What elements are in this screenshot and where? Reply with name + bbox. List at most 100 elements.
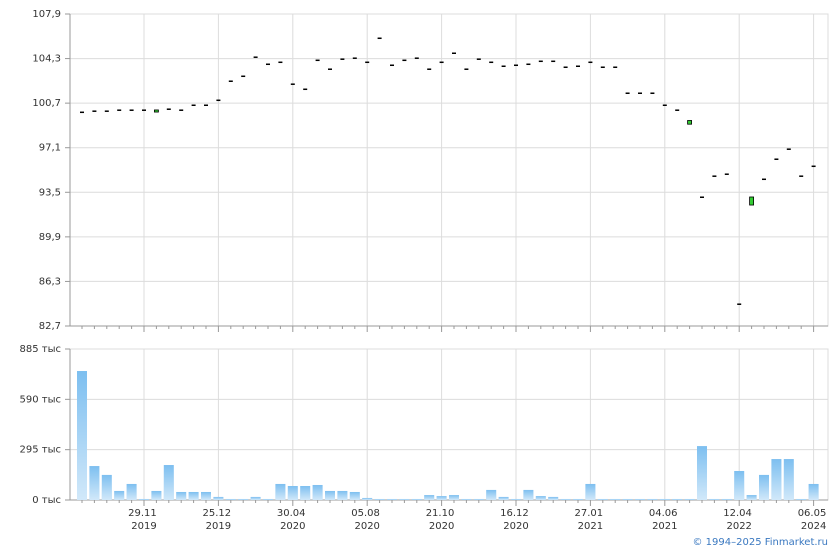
x-tick-label-line: 05.08 [351, 508, 383, 519]
x-tick-label-line: 2020 [280, 521, 305, 532]
candle [377, 37, 382, 40]
candle [786, 148, 791, 150]
bar-group [263, 498, 273, 500]
bar-shade [101, 474, 112, 500]
x-tick-label-line: 27.01 [574, 508, 606, 519]
x-tick-label-line: 2021 [578, 521, 603, 532]
bar-group [287, 486, 298, 500]
x-tick-label: 12.04 2022 [723, 508, 755, 532]
bar-group [585, 483, 596, 500]
bar-group [139, 498, 149, 500]
bar-shade [709, 498, 720, 500]
candle [340, 58, 345, 60]
x-tick-label-line: 29.11 [128, 508, 160, 519]
candle [253, 56, 258, 58]
bar-group [213, 496, 224, 500]
bar-group [759, 474, 769, 500]
candle [650, 92, 655, 94]
bar-group [238, 498, 249, 500]
bar-shade [213, 496, 224, 500]
candle [662, 104, 667, 106]
bar-shade [287, 486, 298, 500]
bar-group [808, 483, 819, 500]
candle [799, 175, 804, 177]
x-tick-label: 16.12 2020 [500, 508, 532, 532]
bar-group [659, 498, 670, 500]
bar-group [672, 498, 683, 500]
candle [92, 110, 97, 112]
bar-group [89, 466, 100, 500]
candle [476, 58, 481, 60]
bar-group [411, 498, 422, 500]
x-tick-label: 05.08 2020 [351, 508, 383, 532]
bar-shade [399, 498, 410, 500]
bar-shade [659, 498, 670, 500]
candle [216, 99, 221, 102]
bar-shade [473, 498, 484, 500]
candle [80, 111, 84, 114]
bar-group [163, 465, 174, 500]
bar-shade [325, 490, 335, 500]
bar-group [126, 483, 137, 500]
bar-group [461, 498, 472, 500]
candle [129, 109, 134, 111]
bar-shade [585, 483, 596, 500]
bar-group [783, 459, 794, 500]
bar-shade [176, 491, 187, 500]
bar-group [101, 474, 112, 500]
candle [700, 196, 704, 198]
bar-group [337, 490, 348, 500]
y-tick-label: 82,7 [39, 321, 61, 332]
bar-shade [188, 491, 199, 500]
bar-group [374, 498, 385, 500]
bar-shade [424, 495, 435, 500]
y-tick-label: 100,7 [32, 98, 61, 109]
bar-shade [523, 489, 534, 500]
x-tick-label: 25.12 2019 [202, 508, 234, 532]
bar-shade [139, 498, 149, 500]
bar-group [523, 489, 534, 500]
credit[interactable]: © 1994–2025 Finmarket.ru [692, 537, 828, 548]
bar-shade [349, 491, 360, 500]
bar-group [709, 498, 720, 500]
bar-group [610, 498, 621, 500]
candle [600, 66, 605, 68]
bar-shade [548, 496, 559, 500]
candle [241, 75, 246, 78]
candle [588, 61, 593, 64]
candle [452, 52, 456, 54]
x-tick-label-line: 30.04 [277, 508, 309, 519]
x-tick-label: 21.10 2020 [426, 508, 458, 532]
bar-shade [163, 465, 174, 500]
bar-shade [535, 496, 546, 500]
bar-shade [610, 498, 621, 500]
bar-shade [337, 490, 348, 500]
y-tick-label: 93,5 [39, 187, 61, 198]
bar-group [560, 498, 571, 500]
candle [675, 109, 680, 111]
x-tick-label-line: 2024 [801, 521, 826, 532]
bar-group [647, 498, 658, 500]
x-tick-label-line: 2021 [652, 521, 677, 532]
x-tick-label: 30.04 2020 [277, 508, 309, 532]
bar-group [746, 495, 757, 500]
bar-group [771, 459, 782, 500]
bar-shade [436, 496, 447, 500]
y-tick-label: 295 тыс [20, 445, 61, 456]
bar-shade [114, 490, 125, 500]
bar-shade [263, 498, 273, 500]
candle [563, 66, 568, 68]
bar-group [312, 484, 323, 500]
bar-shade [771, 459, 782, 500]
x-tick-label: 29.11 2019 [128, 508, 160, 532]
bar-shade [374, 498, 385, 500]
candle [278, 61, 283, 64]
bar-group [275, 483, 286, 500]
bar-shade [77, 371, 87, 500]
candle [204, 104, 208, 106]
candle [290, 83, 295, 85]
candle [576, 65, 580, 67]
bar-shade [498, 496, 509, 500]
bar-shade [697, 446, 707, 500]
candle [303, 88, 308, 91]
